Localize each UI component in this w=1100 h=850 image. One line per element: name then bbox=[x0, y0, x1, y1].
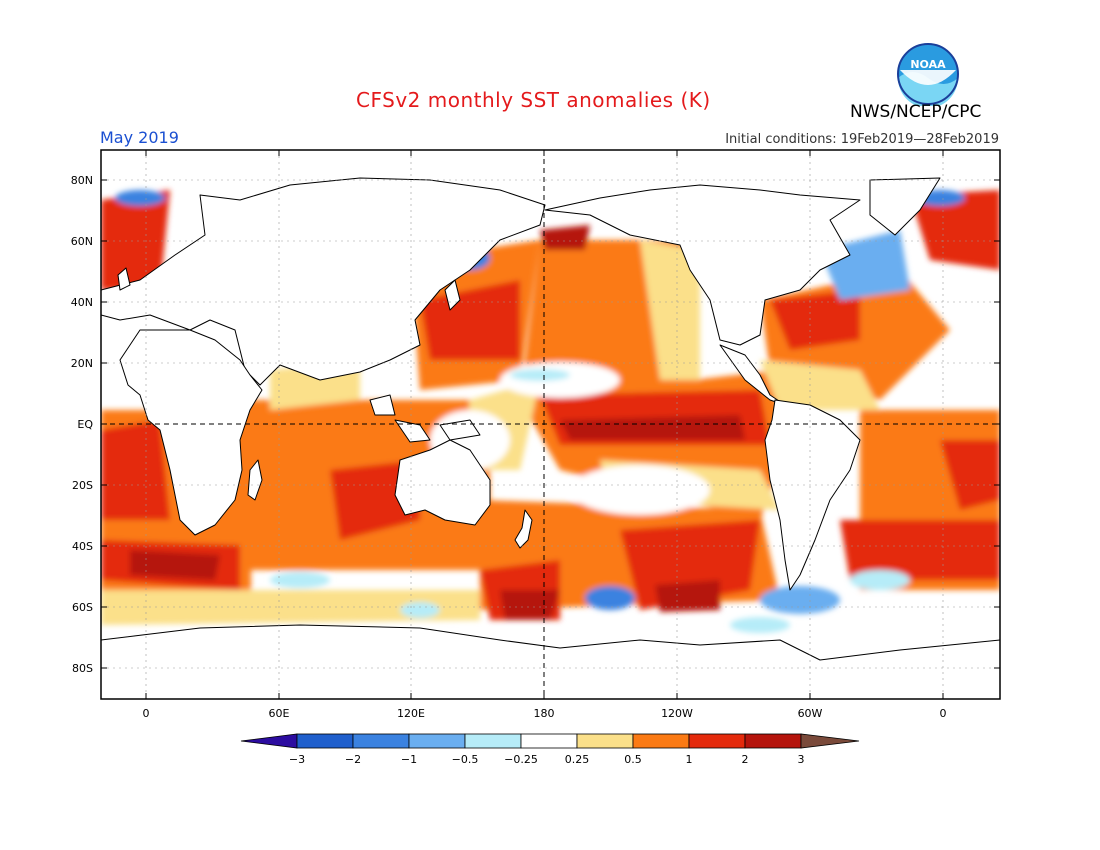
organization-label: NWS/NCEP/CPC bbox=[850, 102, 982, 122]
lat-label-40s: 40S bbox=[72, 540, 93, 553]
lat-label-80n: 80N bbox=[71, 174, 93, 187]
colorbar-label: 1 bbox=[686, 753, 693, 766]
colorbar-label: −2 bbox=[345, 753, 361, 766]
initial-conditions: Initial conditions: 19Feb2019—28Feb2019 bbox=[725, 132, 999, 147]
colorbar-label: −3 bbox=[289, 753, 305, 766]
forecast-month: May 2019 bbox=[100, 128, 179, 147]
colorbar-label: −0.25 bbox=[504, 753, 538, 766]
colorbar-label: 0.25 bbox=[565, 753, 590, 766]
colorbar-swatch bbox=[744, 733, 802, 749]
lat-label-80s: 80S bbox=[72, 662, 93, 675]
colorbar-swatch bbox=[296, 733, 354, 749]
colorbar-label: 2 bbox=[742, 753, 749, 766]
lon-label-0-east: 0 bbox=[940, 707, 947, 720]
lon-label-180: 180 bbox=[534, 707, 555, 720]
colorbar-swatch bbox=[464, 733, 522, 749]
grid-lines bbox=[101, 150, 1000, 699]
colorbar-label: 0.5 bbox=[624, 753, 642, 766]
lon-label-60e: 60E bbox=[269, 707, 290, 720]
colorbar-swatch bbox=[352, 733, 410, 749]
lon-label-0: 0 bbox=[143, 707, 150, 720]
lat-label-20n: 20N bbox=[71, 357, 93, 370]
lon-label-120e: 120E bbox=[397, 707, 425, 720]
lat-label-eq: EQ bbox=[77, 418, 93, 431]
lat-label-20s: 20S bbox=[72, 479, 93, 492]
colorbar-label: −0.5 bbox=[452, 753, 479, 766]
continents bbox=[101, 177, 1000, 699]
anomaly-field bbox=[101, 150, 1000, 699]
colorbar-swatch bbox=[576, 733, 634, 749]
lat-label-60n: 60N bbox=[71, 235, 93, 248]
lat-axis: 80N 60N 40N 20N EQ 20S 40S 60S 80S bbox=[71, 174, 1000, 675]
lon-label-120w: 120W bbox=[661, 707, 693, 720]
lon-axis: 0 60E 120E 180 120W 60W 0 bbox=[143, 150, 947, 720]
colorbar-label: 3 bbox=[798, 753, 805, 766]
lat-label-40n: 40N bbox=[71, 296, 93, 309]
colorbar-swatch bbox=[520, 733, 578, 749]
colorbar-swatch bbox=[632, 733, 690, 749]
lat-label-60s: 60S bbox=[72, 601, 93, 614]
colorbar-arrow-high bbox=[800, 733, 860, 749]
colorbar-swatch bbox=[688, 733, 746, 749]
colorbar-arrow-low bbox=[240, 733, 298, 749]
noaa-logo: NOAA bbox=[896, 42, 960, 110]
noaa-logo-text: NOAA bbox=[910, 58, 946, 71]
chart-title: CFSv2 monthly SST anomalies (K) bbox=[356, 88, 711, 112]
colorbar: −3 −2 −1 −0.5 −0.25 0.25 0.5 1 2 3 bbox=[240, 733, 860, 766]
lon-label-60w: 60W bbox=[798, 707, 823, 720]
colorbar-swatch bbox=[408, 733, 466, 749]
colorbar-label: −1 bbox=[401, 753, 417, 766]
